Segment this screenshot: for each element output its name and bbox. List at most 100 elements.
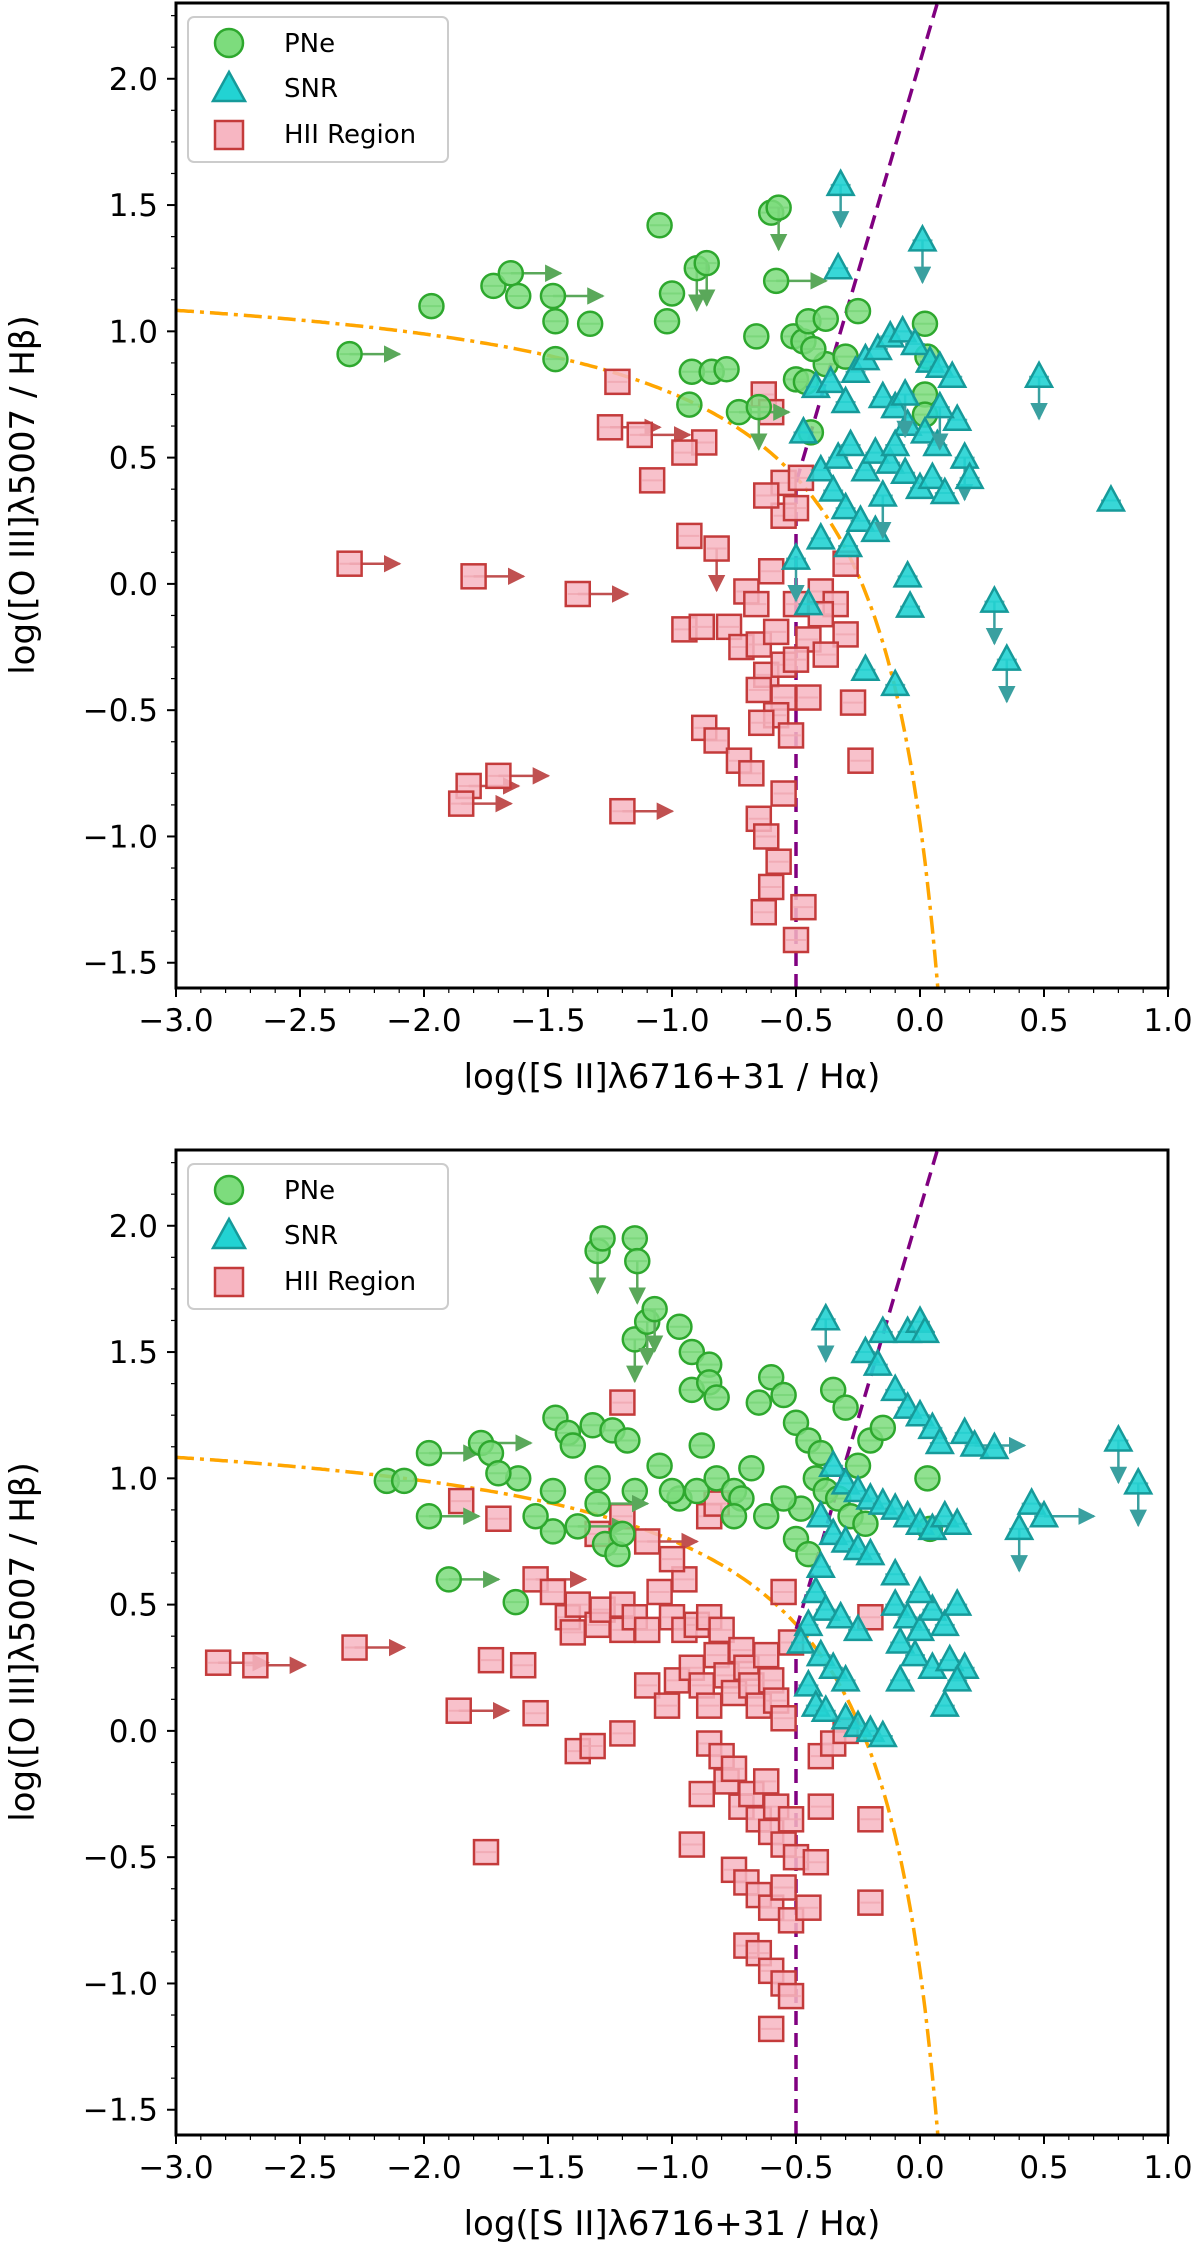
snr-point-9 [904,1398,936,1427]
pne-point-46 [757,1364,785,1391]
hii-point-7 [485,1505,512,1532]
pne-point-6 [542,307,569,335]
pne-point-64 [852,1510,879,1538]
snr-point-55 [904,1613,936,1642]
legend-snr-label: SNR [284,1221,338,1251]
pne-point-3 [497,259,525,287]
snr-point-17 [867,380,898,409]
hii-point-45 [757,873,785,901]
hii-point-14 [559,1619,587,1646]
hii-point-37 [703,727,730,754]
x-tick-label: −0.5 [758,1003,833,1039]
snr-point-6 [815,365,846,394]
hii-point-0 [204,1649,232,1676]
y-tick-label: 1.0 [109,314,158,350]
hii-point-59 [777,1806,805,1833]
snr-point-62 [934,1643,965,1672]
y-axis-label-top: log([O III]λ5007 / Hβ) [3,315,43,675]
snr-point-46 [892,559,923,588]
snr-point-42 [1023,360,1055,389]
pne-point-58 [770,1485,797,1512]
hii-point-50 [847,747,874,774]
pne-point-22 [584,1490,611,1517]
pne-point-21 [609,1520,636,1548]
x-tick-label: −1.0 [634,2150,709,2186]
pne-point-38 [703,1384,730,1411]
legend-bottom: PNe SNR HII Region [187,1163,449,1310]
snr-point-44 [818,1651,849,1680]
x-tick-label: 1.0 [1143,2150,1192,2186]
y-tick-label: 2.0 [109,1209,158,1245]
pne-point-49 [782,1409,810,1437]
maximum-starburst-curve [176,308,940,988]
pne-point-8 [542,345,569,373]
hii-point-1 [460,563,487,590]
hii-point-91 [770,1578,797,1606]
y-tick-label: −0.5 [83,1840,158,1876]
snr-point-0 [810,1302,841,1331]
hii-point-83 [857,1889,884,1916]
x-tick-label: 0.0 [895,1003,944,1039]
snr-point-42 [785,1625,817,1654]
pne-point-29 [624,1247,651,1275]
hii-point-3 [445,1697,472,1724]
hii-point-55 [671,439,698,466]
pne-point-31 [800,335,827,363]
snr-point-16 [937,360,968,389]
hii-point-17 [762,618,790,646]
hii-point-1 [242,1651,269,1679]
snr-point-64 [929,1689,960,1717]
snr-point-35 [855,1537,886,1566]
x-tick-label: −1.5 [510,2150,585,2186]
hii-point-58 [782,646,810,673]
pne-point-0 [336,340,363,368]
hii-point-29 [609,1720,636,1747]
hii-point-49 [839,689,867,716]
pne-point-32 [844,297,872,325]
pne-point-11 [559,1432,587,1459]
hii-point-52 [447,790,475,817]
snr-point-27 [875,446,906,474]
pne-point-23 [485,1460,512,1487]
pne-point-22 [762,267,790,295]
hii-point-35 [777,722,805,749]
hii-point-20 [633,1616,661,1644]
legend-pne-label: PNe [284,1176,335,1206]
y-tick-label: 1.5 [109,1335,158,1371]
snr-point-56 [917,1593,948,1621]
pne-point-59 [752,1502,780,1530]
snr-point-4 [780,542,812,570]
pne-point-53 [832,1394,859,1421]
x-tick-label: −2.0 [386,1003,461,1039]
snr-point-40 [842,1613,874,1642]
hii-point-54 [609,797,636,825]
snr-point-45 [830,1663,861,1692]
y-tick-label: 0.5 [109,1588,158,1624]
pne-point-15 [539,1518,567,1545]
hii-point-21 [646,1578,673,1606]
snr-point-3 [788,415,819,444]
legend-pne-marker [213,1174,245,1206]
legend-hii-label: HII Region [284,120,416,150]
hii-point-28 [579,1732,606,1760]
snr-point-60 [899,1638,931,1667]
hii-point-53 [485,762,512,790]
snr-point-54 [892,1600,923,1629]
panel-bottom: −3.0 −2.5 −2.0 −1.5 −1.0 −0.5 0.0 0.5 1.0 −1.5 −1.… [3,1148,1193,2244]
pne-point-71 [658,1477,686,1505]
snr-point-34 [845,504,876,533]
snr-point-68 [880,1557,911,1586]
pne-point-39 [688,1432,716,1459]
hii-point-6 [638,467,666,494]
pne-point-27 [812,305,840,332]
hii-point-44 [765,848,792,875]
snr-point-37 [800,1575,831,1604]
legend-pne-label: PNe [284,29,335,59]
x-tick-label: 0.0 [895,2150,944,2186]
hii-point-85 [609,1389,636,1416]
snr-point-26 [860,435,891,464]
legend-hii-marker [213,1266,245,1298]
hii-point-14 [743,590,770,618]
legend-hii-label: HII Region [284,1267,416,1297]
snr-point-47 [894,590,926,618]
